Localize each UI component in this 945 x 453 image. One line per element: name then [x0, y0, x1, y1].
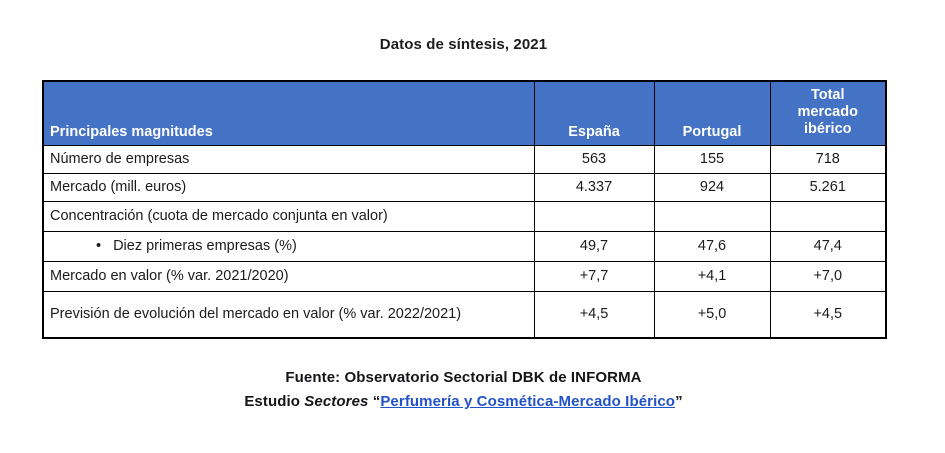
cell-total: 5.261 [769, 172, 887, 202]
study-line: Estudio Sectores “Perfumería y Cosmética… [42, 390, 885, 414]
cell-espana: 4.337 [533, 172, 655, 202]
cell-total: +7,0 [769, 260, 887, 292]
row-label-numero-empresas: Número de empresas [42, 144, 535, 174]
row-label-prevision: Previsión de evolución del mercado en va… [42, 290, 535, 339]
table-header-row: Principales magnitudes España Portugal T… [42, 80, 887, 146]
row-label-mercado: Mercado (mill. euros) [42, 172, 535, 202]
header-total-mercado-iberico: Total mercado ibérico [769, 80, 887, 146]
cell-espana: 49,7 [533, 230, 655, 262]
header-portugal: Portugal [653, 80, 771, 146]
cell-espana: 563 [533, 144, 655, 174]
cell-portugal: +4,1 [653, 260, 771, 292]
cell-total: 718 [769, 144, 887, 174]
study-link[interactable]: Perfumería y Cosmética-Mercado Ibérico [380, 393, 676, 410]
cell-espana: +4,5 [533, 290, 655, 339]
table-row: Mercado (mill. euros) 4.337 924 5.261 [42, 172, 887, 202]
row-label-text: Previsión de evolución del mercado en va… [50, 305, 462, 322]
cell-espana [533, 200, 655, 232]
header-total-label: Total mercado ibérico [797, 87, 858, 138]
cell-portugal: +5,0 [653, 290, 771, 339]
row-label-concentracion: Concentración (cuota de mercado conjunta… [42, 200, 535, 232]
table-row: • Diez primeras empresas (%) 49,7 47,6 47… [42, 230, 887, 262]
synthesis-table: Principales magnitudes España Portugal T… [42, 80, 887, 339]
cell-portugal: 47,6 [653, 230, 771, 262]
source-block: Fuente: Observatorio Sectorial DBK de IN… [42, 366, 885, 414]
cell-total [769, 200, 887, 232]
open-quote: “ [368, 393, 381, 410]
header-espana: España [533, 80, 655, 146]
row-label-diez-primeras: • Diez primeras empresas (%) [42, 230, 535, 262]
close-quote: ” [675, 393, 683, 410]
table-row: Previsión de evolución del mercado en va… [42, 290, 887, 339]
study-sectores: Sectores [304, 393, 369, 410]
table-row: Número de empresas 563 155 718 [42, 144, 887, 174]
table-row: Concentración (cuota de mercado conjunta… [42, 200, 887, 232]
row-label-mercado-en-valor: Mercado en valor (% var. 2021/2020) [42, 260, 535, 292]
source-text: Fuente: Observatorio Sectorial DBK de IN… [285, 369, 642, 386]
cell-total: 47,4 [769, 230, 887, 262]
cell-portugal: 155 [653, 144, 771, 174]
source-line: Fuente: Observatorio Sectorial DBK de IN… [42, 366, 885, 390]
page-title: Datos de síntesis, 2021 [379, 36, 548, 53]
row-label-text: Diez primeras empresas (%) [113, 238, 297, 254]
table-row: Mercado en valor (% var. 2021/2020) +7,7… [42, 260, 887, 292]
cell-espana: +7,7 [533, 260, 655, 292]
cell-total: +4,5 [769, 290, 887, 339]
bullet-icon: • [96, 238, 102, 254]
cell-portugal [653, 200, 771, 232]
study-prefix: Estudio [244, 393, 305, 410]
header-principales-magnitudes: Principales magnitudes [42, 80, 535, 146]
cell-portugal: 924 [653, 172, 771, 202]
